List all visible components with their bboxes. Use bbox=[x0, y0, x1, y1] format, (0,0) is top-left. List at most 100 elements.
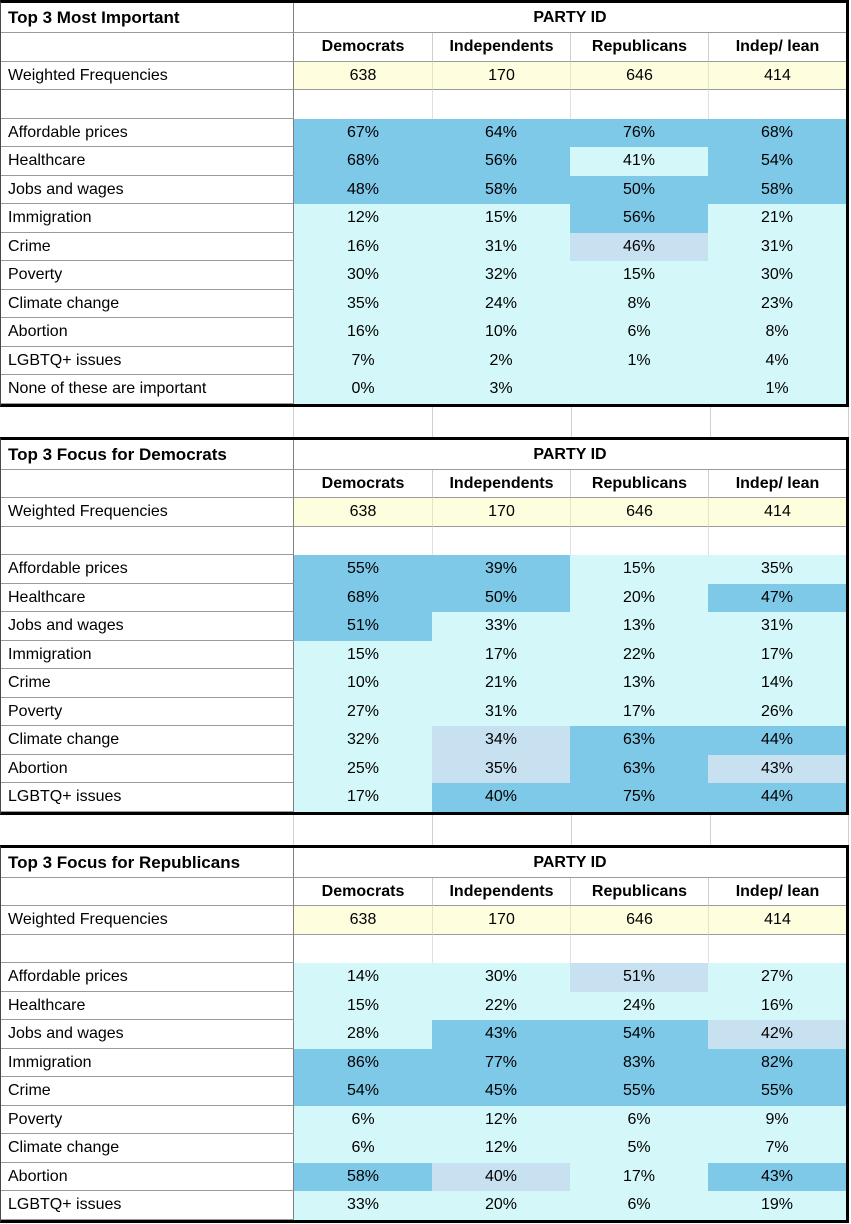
value-cell: 17% bbox=[570, 697, 708, 726]
weighted-frequency-value: 638 bbox=[294, 906, 432, 935]
value-cell: 44% bbox=[708, 726, 846, 755]
row-label: Jobs and wages bbox=[1, 1020, 294, 1049]
value-cell: 77% bbox=[432, 1048, 570, 1077]
value-cell: 8% bbox=[708, 318, 846, 347]
value-cell: 32% bbox=[294, 726, 432, 755]
weighted-frequency-value: 170 bbox=[432, 906, 570, 935]
value-cell bbox=[570, 375, 708, 404]
value-cell: 15% bbox=[294, 640, 432, 669]
blank-cell bbox=[294, 527, 432, 556]
weighted-frequency-value: 414 bbox=[708, 498, 846, 527]
value-cell: 6% bbox=[294, 1134, 432, 1163]
row-label: LGBTQ+ issues bbox=[1, 783, 294, 812]
value-cell: 44% bbox=[708, 783, 846, 812]
value-cell: 86% bbox=[294, 1048, 432, 1077]
value-cell: 15% bbox=[432, 204, 570, 233]
value-cell: 33% bbox=[432, 612, 570, 641]
value-cell: 1% bbox=[570, 346, 708, 375]
value-cell: 21% bbox=[708, 204, 846, 233]
gap-gridline-cell bbox=[571, 406, 710, 437]
value-cell: 13% bbox=[570, 612, 708, 641]
row-label: Crime bbox=[1, 232, 294, 261]
value-cell: 32% bbox=[432, 261, 570, 290]
blank-row-label bbox=[1, 526, 294, 555]
row-label: LGBTQ+ issues bbox=[1, 346, 294, 375]
row-label: Abortion bbox=[1, 754, 294, 783]
column-header: Republicans bbox=[570, 877, 708, 906]
table-title: Top 3 Most Important bbox=[1, 3, 294, 33]
row-label: Jobs and wages bbox=[1, 612, 294, 641]
row-label: Immigration bbox=[1, 204, 294, 233]
value-cell: 51% bbox=[294, 612, 432, 641]
value-cell: 39% bbox=[432, 555, 570, 584]
value-cell: 9% bbox=[708, 1105, 846, 1134]
value-cell: 63% bbox=[570, 726, 708, 755]
value-cell: 33% bbox=[294, 1191, 432, 1220]
column-header: Democrats bbox=[294, 878, 432, 906]
column-header: Indep/ lean bbox=[708, 33, 846, 62]
value-cell: 64% bbox=[432, 118, 570, 147]
value-cell: 83% bbox=[570, 1048, 708, 1077]
weighted-frequency-value: 646 bbox=[570, 498, 708, 527]
value-cell: 47% bbox=[708, 583, 846, 612]
value-cell: 82% bbox=[708, 1048, 846, 1077]
column-header: Independents bbox=[432, 877, 570, 906]
value-cell: 24% bbox=[432, 289, 570, 318]
value-cell: 17% bbox=[294, 783, 432, 812]
value-cell: 63% bbox=[570, 754, 708, 783]
value-cell: 6% bbox=[294, 1105, 432, 1134]
value-cell: 54% bbox=[708, 147, 846, 176]
weighted-frequency-value: 170 bbox=[432, 498, 570, 527]
row-label: Affordable prices bbox=[1, 118, 294, 147]
blank-cell bbox=[708, 934, 846, 963]
value-cell: 55% bbox=[294, 555, 432, 584]
row-label: Affordable prices bbox=[1, 963, 294, 992]
column-header: Republicans bbox=[570, 469, 708, 498]
row-label: Immigration bbox=[1, 1048, 294, 1077]
blank-cell bbox=[432, 90, 570, 119]
blank-cell bbox=[432, 934, 570, 963]
weighted-frequency-value: 638 bbox=[294, 498, 432, 527]
gap-gridline-cell bbox=[0, 815, 293, 845]
blank-cell bbox=[570, 90, 708, 119]
value-cell: 50% bbox=[570, 175, 708, 204]
value-cell: 42% bbox=[708, 1020, 846, 1049]
blank-cell bbox=[570, 934, 708, 963]
weighted-frequency-value: 646 bbox=[570, 906, 708, 935]
value-cell: 10% bbox=[432, 318, 570, 347]
value-cell: 35% bbox=[432, 754, 570, 783]
column-header-spacer bbox=[1, 33, 294, 62]
table-top-3-most-important: Top 3 Most Important PARTY ID Democrats I… bbox=[0, 0, 849, 407]
row-label: Climate change bbox=[1, 1134, 294, 1163]
value-cell: 20% bbox=[570, 583, 708, 612]
blank-cell bbox=[708, 526, 846, 555]
value-cell: 22% bbox=[570, 640, 708, 669]
value-cell: 35% bbox=[294, 289, 432, 318]
value-cell: 43% bbox=[708, 1162, 846, 1191]
column-header: Republicans bbox=[570, 33, 708, 62]
blank-cell bbox=[294, 935, 432, 964]
value-cell: 30% bbox=[708, 261, 846, 290]
row-label: Jobs and wages bbox=[1, 175, 294, 204]
value-cell: 31% bbox=[432, 232, 570, 261]
value-cell: 58% bbox=[294, 1162, 432, 1191]
value-cell: 40% bbox=[432, 783, 570, 812]
row-label: Crime bbox=[1, 1077, 294, 1106]
value-cell: 16% bbox=[294, 232, 432, 261]
column-header: Independents bbox=[432, 469, 570, 498]
value-cell: 5% bbox=[570, 1134, 708, 1163]
row-label: Healthcare bbox=[1, 583, 294, 612]
party-id-header: PARTY ID bbox=[294, 3, 846, 33]
party-id-header: PARTY ID bbox=[294, 848, 846, 878]
value-cell: 31% bbox=[432, 697, 570, 726]
value-cell: 43% bbox=[708, 754, 846, 783]
party-id-header: PARTY ID bbox=[294, 440, 846, 470]
row-label: None of these are important bbox=[1, 375, 294, 404]
row-label: LGBTQ+ issues bbox=[1, 1191, 294, 1220]
table-title: Top 3 Focus for Democrats bbox=[1, 439, 294, 470]
table-title: Top 3 Focus for Republicans bbox=[1, 847, 294, 878]
gap-gridline-cell bbox=[0, 407, 293, 437]
value-cell: 17% bbox=[708, 640, 846, 669]
gap-gridline-cell bbox=[293, 814, 432, 845]
